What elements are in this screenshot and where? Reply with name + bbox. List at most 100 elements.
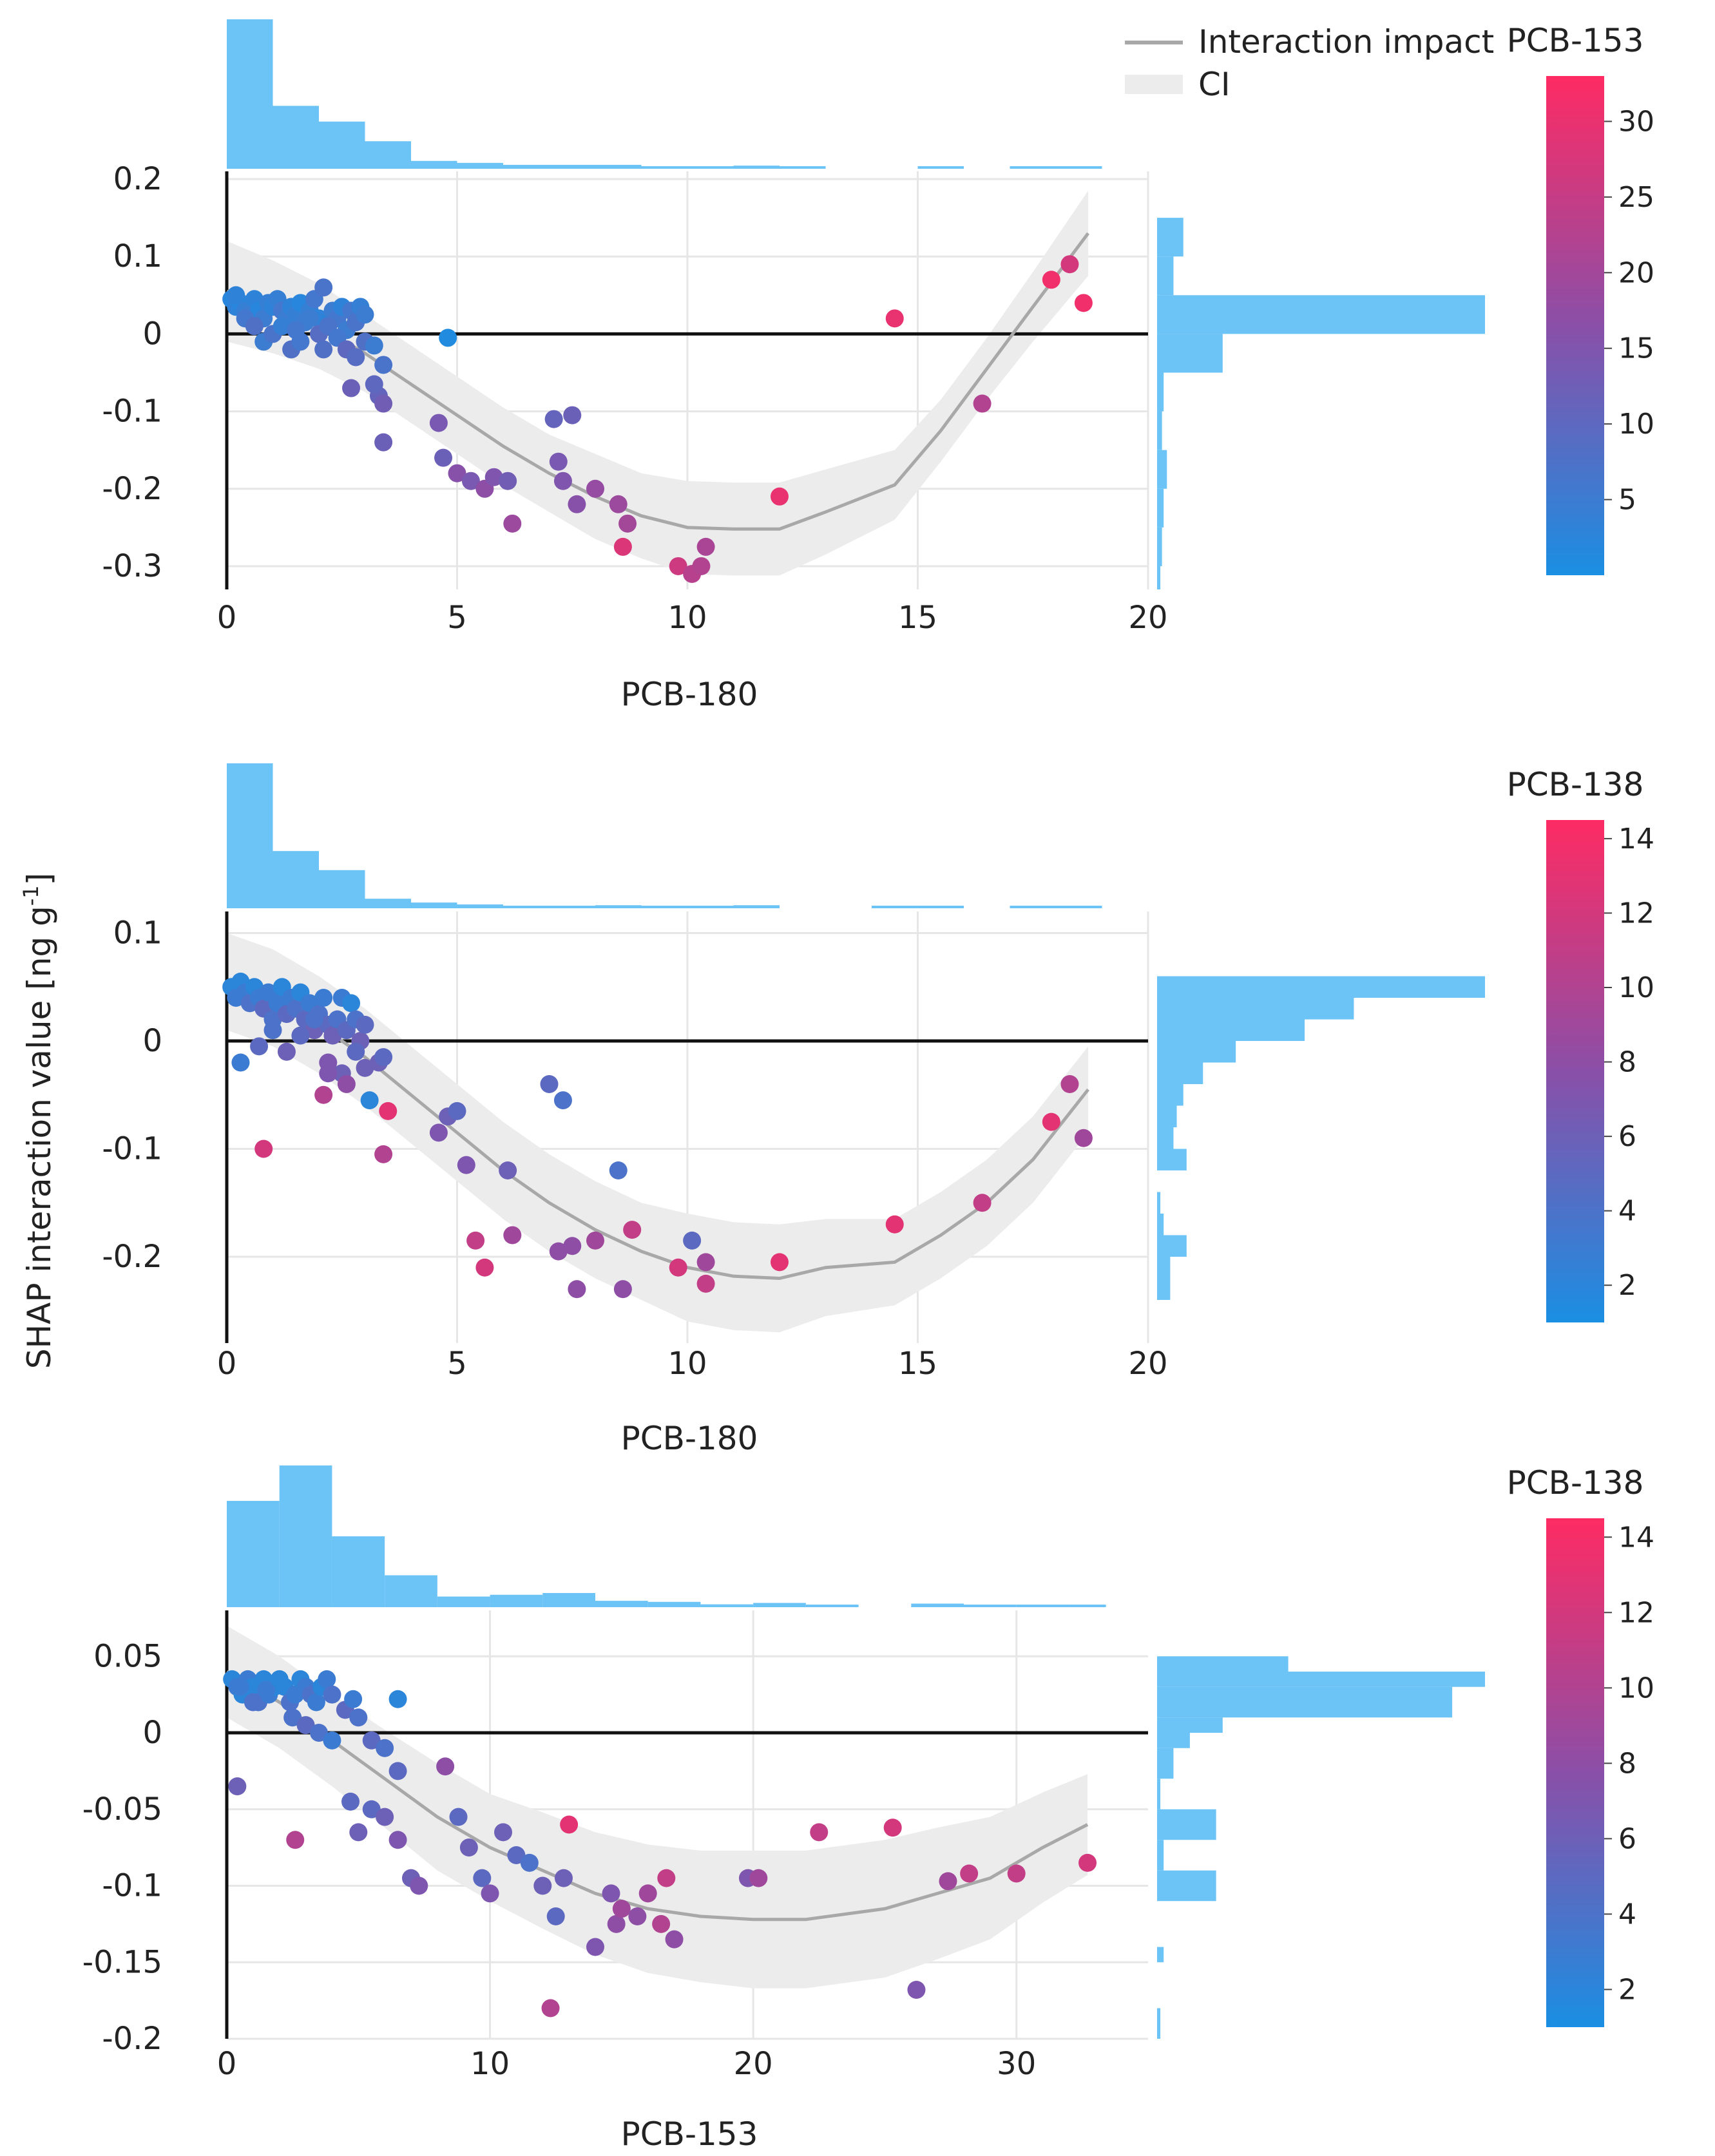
scatter-point <box>602 1884 620 1903</box>
scatter-point <box>609 1161 628 1179</box>
scatter-point <box>546 1907 565 1925</box>
right-histogram-bar <box>1157 1019 1305 1041</box>
scatter-point <box>388 1690 407 1708</box>
scatter-point <box>563 1237 582 1255</box>
scatter-point <box>365 336 383 355</box>
scatter-point <box>907 1981 926 1999</box>
scatter-point <box>365 375 383 394</box>
colorbar-tick-label: 14 <box>1618 1521 1654 1554</box>
scatter-point <box>461 472 480 490</box>
right-histogram-bar <box>1157 334 1223 373</box>
x-axis-title: PCB-180 <box>621 1420 758 1457</box>
top-histogram-bar <box>457 162 503 169</box>
y-tick-label: 0 <box>142 1715 162 1751</box>
scatter-point <box>533 1876 552 1895</box>
colorbar-tick-label: 2 <box>1618 1973 1636 2006</box>
top-histogram-bar <box>753 1603 806 1607</box>
y-tick-label: -0.2 <box>102 471 162 507</box>
top-histogram-bar <box>687 906 734 908</box>
right-histogram-bar <box>1157 1885 1216 1902</box>
scatter-point <box>475 1258 494 1277</box>
scatter-point <box>696 1253 715 1272</box>
colorbar <box>1546 76 1604 575</box>
colorbar-title: PCB-153 <box>1507 22 1644 59</box>
colorbar <box>1546 820 1604 1322</box>
scatter-point <box>623 1221 642 1239</box>
scatter-point <box>319 1064 338 1083</box>
colorbar-tick-label: 10 <box>1618 1672 1654 1704</box>
top-histogram-bar <box>273 851 319 908</box>
top-histogram-bar <box>1056 906 1102 908</box>
scatter-point <box>273 317 291 336</box>
top-histogram-bar <box>700 1604 754 1607</box>
scatter-point <box>973 394 992 413</box>
y-tick-label: -0.05 <box>82 1791 162 1827</box>
colorbar-tick-label: 12 <box>1618 897 1654 930</box>
right-histogram-bar <box>1157 1105 1177 1127</box>
scatter-point <box>429 414 448 432</box>
scatter-point <box>286 1831 305 1849</box>
x-tick-label: 5 <box>447 600 467 636</box>
scatter-point <box>410 1876 428 1895</box>
scatter-point <box>231 1053 250 1072</box>
scatter-point <box>553 472 572 490</box>
scatter-point <box>638 1884 657 1903</box>
colorbar-tick-label: 30 <box>1618 105 1654 138</box>
scatter-point <box>277 1042 296 1061</box>
scatter-point <box>586 1938 604 1956</box>
scatter-point <box>349 1708 368 1727</box>
scatter-point <box>696 537 715 556</box>
x-tick-label: 10 <box>667 600 707 636</box>
x-tick-label: 15 <box>898 1346 937 1382</box>
x-tick-label: 20 <box>1128 1346 1167 1382</box>
scatter-point <box>1074 1129 1093 1147</box>
colorbar-tick-label: 15 <box>1618 332 1654 365</box>
right-histogram-bar <box>1157 1041 1236 1063</box>
right-histogram-bar <box>1157 450 1167 489</box>
scatter-point <box>771 1253 789 1272</box>
shared-y-axis-title: SHAP interaction value [ng g-1] <box>19 873 58 1369</box>
x-tick-label: 0 <box>217 2046 237 2082</box>
scatter-point <box>374 394 393 413</box>
panel-2: 0 5 10 15 20 0.1 0 -0.1 -0.2 PCB-180 PCB-138 14 12 10… <box>102 763 1654 1457</box>
top-histogram-bar <box>503 906 550 908</box>
top-histogram-bar <box>917 906 964 908</box>
trend-line <box>226 980 1090 1281</box>
scatter-point <box>1078 1853 1097 1872</box>
x-tick-label: 0 <box>217 600 237 636</box>
colorbar-tick-label: 14 <box>1618 823 1654 855</box>
scatter-point <box>885 309 904 328</box>
top-histogram-bar <box>279 1465 332 1607</box>
right-histogram-bar <box>1157 1062 1203 1084</box>
x-tick-label: 20 <box>734 2046 773 2082</box>
top-histogram-bar <box>1010 166 1056 169</box>
top-histogram-bar <box>733 166 780 169</box>
colorbar-tick-label: 10 <box>1618 408 1654 441</box>
scatter-point <box>307 1693 325 1712</box>
scatter-point <box>499 1161 517 1179</box>
top-histogram-bar <box>490 1594 543 1607</box>
scatter-point <box>939 1872 957 1891</box>
right-histogram-bar <box>1157 1809 1216 1840</box>
scatter-point <box>692 557 711 575</box>
right-histogram-bar <box>1157 372 1164 412</box>
scatter-point <box>448 464 466 482</box>
top-histogram-bar <box>437 1596 490 1607</box>
scatter-point <box>376 1808 394 1826</box>
scatter-point <box>459 1838 478 1857</box>
scatter-point <box>696 1274 715 1293</box>
top-histogram-bar <box>1016 1605 1069 1607</box>
top-histogram-bar <box>1010 906 1056 908</box>
scatter-point <box>323 1731 341 1750</box>
scatter-point <box>263 1021 282 1040</box>
scatter-point <box>549 1242 568 1261</box>
y-tick-label: -0.3 <box>102 548 162 584</box>
right-histogram-bar <box>1157 1779 1161 1809</box>
scatter-point <box>245 317 263 336</box>
scatter-point <box>323 1685 341 1704</box>
top-histogram-bar <box>332 1536 385 1607</box>
x-axis-title: PCB-153 <box>621 2115 758 2153</box>
scatter-point <box>374 1145 393 1163</box>
scatter-point <box>323 1026 342 1045</box>
scatter-point <box>1042 271 1060 289</box>
